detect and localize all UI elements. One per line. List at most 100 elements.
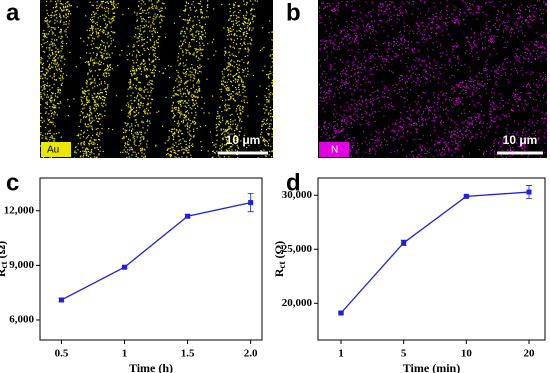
dot: [546, 10, 547, 11]
dot: [100, 26, 101, 27]
dot: [417, 124, 418, 125]
dot: [201, 108, 202, 109]
dot: [144, 26, 145, 27]
dot: [140, 16, 141, 17]
dot: [526, 93, 527, 94]
dot: [538, 131, 539, 132]
dot: [93, 11, 94, 12]
dot: [141, 152, 142, 153]
dot: [186, 157, 187, 158]
dot: [89, 125, 90, 126]
dot: [87, 126, 88, 127]
dot: [468, 9, 469, 10]
dot: [325, 15, 326, 16]
dot: [78, 135, 79, 136]
dot: [40, 71, 41, 72]
dot: [91, 152, 92, 153]
dot: [228, 87, 229, 88]
dot: [375, 64, 376, 65]
dot: [159, 16, 160, 17]
dot: [361, 117, 362, 118]
dot: [134, 143, 135, 144]
dot: [98, 135, 99, 136]
dot: [381, 107, 382, 108]
dot: [239, 64, 240, 65]
dot: [351, 116, 352, 117]
dot: [188, 112, 189, 113]
dot: [156, 8, 157, 9]
dot: [174, 23, 175, 24]
dot: [50, 98, 51, 99]
dot: [448, 118, 449, 119]
dot: [473, 89, 474, 90]
dot: [238, 105, 239, 106]
dot: [455, 149, 456, 150]
dot: [394, 87, 395, 88]
dot: [44, 74, 45, 75]
dot: [466, 92, 467, 93]
dot: [100, 92, 101, 93]
dot: [349, 127, 350, 128]
dot: [187, 123, 188, 124]
dot: [235, 82, 236, 83]
dot: [404, 98, 405, 99]
dot: [244, 102, 245, 103]
dot: [131, 133, 132, 134]
dot: [536, 32, 537, 33]
dot: [435, 68, 436, 69]
dot: [511, 109, 512, 110]
dot: [58, 132, 59, 133]
dot: [107, 57, 108, 58]
dot: [101, 55, 102, 56]
dot: [412, 155, 413, 156]
dot: [489, 1, 490, 2]
dot: [141, 13, 142, 14]
dot: [486, 151, 487, 152]
dot: [42, 98, 43, 99]
dot: [384, 86, 385, 87]
dot: [269, 139, 270, 140]
dot: [185, 147, 186, 148]
dot: [165, 7, 166, 8]
dot: [519, 97, 520, 98]
dot: [42, 33, 43, 34]
dot: [129, 126, 130, 127]
dot: [398, 55, 399, 56]
dot: [141, 134, 142, 135]
dot: [251, 30, 252, 31]
dot: [225, 53, 226, 54]
dot: [142, 54, 143, 55]
dot: [329, 137, 330, 138]
dot: [55, 51, 56, 52]
dot: [95, 139, 96, 140]
dot: [201, 150, 202, 151]
dot: [462, 157, 463, 158]
dot: [56, 6, 57, 7]
dot: [67, 6, 68, 7]
dot: [145, 21, 146, 22]
dot: [492, 149, 493, 150]
dot: [147, 37, 148, 38]
dot: [505, 47, 506, 48]
dot: [545, 114, 546, 115]
dot: [91, 151, 92, 152]
dot: [451, 106, 452, 107]
dot: [138, 52, 139, 53]
dot: [141, 18, 142, 19]
element-label: Au: [47, 145, 59, 156]
dot: [418, 42, 419, 43]
dot: [343, 82, 344, 83]
dot: [354, 41, 355, 42]
dot: [148, 12, 149, 13]
x-tick-label: 5: [401, 348, 407, 360]
dot: [470, 53, 471, 54]
dot: [48, 47, 49, 48]
dot: [43, 81, 44, 82]
dot: [125, 131, 126, 132]
dot: [219, 107, 220, 108]
dot: [83, 41, 84, 42]
dot: [141, 63, 142, 64]
dot: [413, 109, 414, 110]
dot: [319, 23, 320, 24]
dot: [269, 133, 270, 134]
